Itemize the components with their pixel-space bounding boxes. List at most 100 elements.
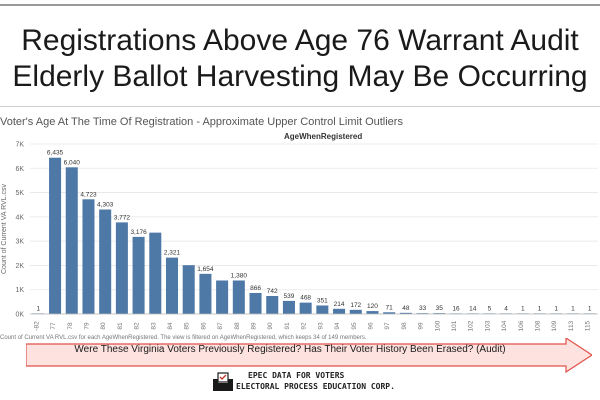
data-label: 6,435 [47,150,64,157]
data-label: 742 [267,288,278,295]
x-tick-label: 88 [234,322,241,330]
x-tick-label: 83 [150,322,157,330]
x-tick-label: 91 [284,322,291,330]
data-label: 172 [350,302,361,309]
data-label: 71 [386,304,394,311]
x-tick-label: 95 [351,322,358,330]
x-tick-label: 92 [301,322,308,330]
y-tick-label: 3K [15,239,24,246]
x-tick-label: 87 [217,322,224,330]
chart-caption: Count of Current VA RVL.csv for each Age… [0,335,367,341]
data-label: 4 [504,305,508,312]
x-tick-label: 86 [200,322,207,330]
x-tick-label: 101 [451,320,458,331]
y-tick-label: 0K [15,312,24,319]
data-label: 35 [436,305,444,312]
data-label: 120 [367,303,378,310]
page-title-line-2: Elderly Ballot Harvesting May Be Occurri… [12,60,588,93]
data-label: 866 [250,285,261,292]
org-name-line-1: EPEC DATA FOR VOTERS [248,371,345,380]
data-label: 4,723 [80,191,97,198]
x-tick-label: 79 [83,322,90,330]
chart-title: Voter's Age At The Time Of Registration … [0,116,403,128]
bar [132,236,145,314]
data-label: 351 [317,297,328,304]
x-tick-label: 96 [367,322,374,330]
x-tick-label: -82 [33,321,40,331]
bar-chart: 0K 1K 2K 3K 4K 5K 6K 7K Count of Current VA RVL.… [1,142,598,331]
y-tick-label: 6K [15,166,24,173]
data-label: 1 [588,305,592,312]
data-label: 3,772 [114,214,131,221]
data-label: 14 [469,305,477,312]
bar [383,312,396,314]
bar [299,302,312,314]
data-label: 5 [488,305,492,312]
x-tick-label: 102 [468,320,475,331]
data-label: 1 [521,305,525,312]
y-tick-label: 1K [15,287,24,294]
audit-banner-arrow [26,338,592,374]
x-tick-label: 94 [334,322,341,330]
x-tick-label: 93 [317,322,324,330]
bar [115,222,128,314]
data-label: 1 [37,305,41,312]
bar [65,167,78,314]
bar [216,280,229,314]
x-tick-label: 99 [418,322,425,330]
y-tick-label: 7K [15,142,24,149]
data-label: 214 [334,301,345,308]
x-tick-label: 84 [167,322,174,330]
x-tick-label: 108 [535,320,542,331]
bar [165,257,179,314]
bar [199,273,212,314]
x-tick-label: 103 [484,320,491,331]
data-label: 1 [538,305,542,312]
data-label: 3,176 [130,229,147,236]
data-label: 1,380 [231,272,248,279]
bar [182,265,195,314]
org-name-line-2: ELECTORAL PROCESS EDUCATION CORP. [236,382,395,391]
data-label: 16 [452,305,460,312]
x-tick-label: 85 [184,322,191,330]
x-tick-label: 82 [134,322,141,330]
top-rule [0,4,600,6]
y-tick-label: 5K [15,190,24,197]
data-label: 33 [419,305,427,312]
audit-banner-text: Were These Virginia Voters Previously Re… [74,344,506,355]
column-header: AgeWhenRegistered [284,132,363,141]
title-divider [0,106,600,107]
bar [99,209,112,314]
x-tick-label: 89 [251,322,258,330]
x-tick-label: 113 [568,320,575,331]
ballot-box-icon [213,372,233,391]
data-label: 6,040 [64,159,81,166]
data-label: 1 [571,305,575,312]
x-tick-label: 104 [501,320,508,331]
x-tick-label: 115 [585,320,592,331]
bar [232,280,245,314]
data-label: 2,321 [164,250,181,257]
y-tick-label: 2K [15,263,24,270]
x-tick-label: 80 [100,322,107,330]
x-tick-label: 100 [434,320,441,331]
x-tick-label: 97 [384,322,391,330]
page-title-line-1: Registrations Above Age 76 Warrant Audit [21,24,579,57]
bar [333,308,346,314]
bar [82,199,95,314]
y-axis-label: Count of Current VA RVL.csv [1,184,8,275]
data-label: 468 [300,295,311,302]
x-tick-label: 77 [50,322,57,330]
bar [249,292,262,314]
x-tick-label: 78 [67,322,74,330]
bar [349,309,362,314]
bar [366,311,379,314]
data-label: 1 [554,305,558,312]
bar [316,305,329,314]
bar [433,313,446,314]
x-tick-label: 106 [518,320,525,331]
y-tick-label: 4K [15,214,24,221]
bar [282,300,295,314]
bar [416,313,429,314]
bar [49,157,62,314]
